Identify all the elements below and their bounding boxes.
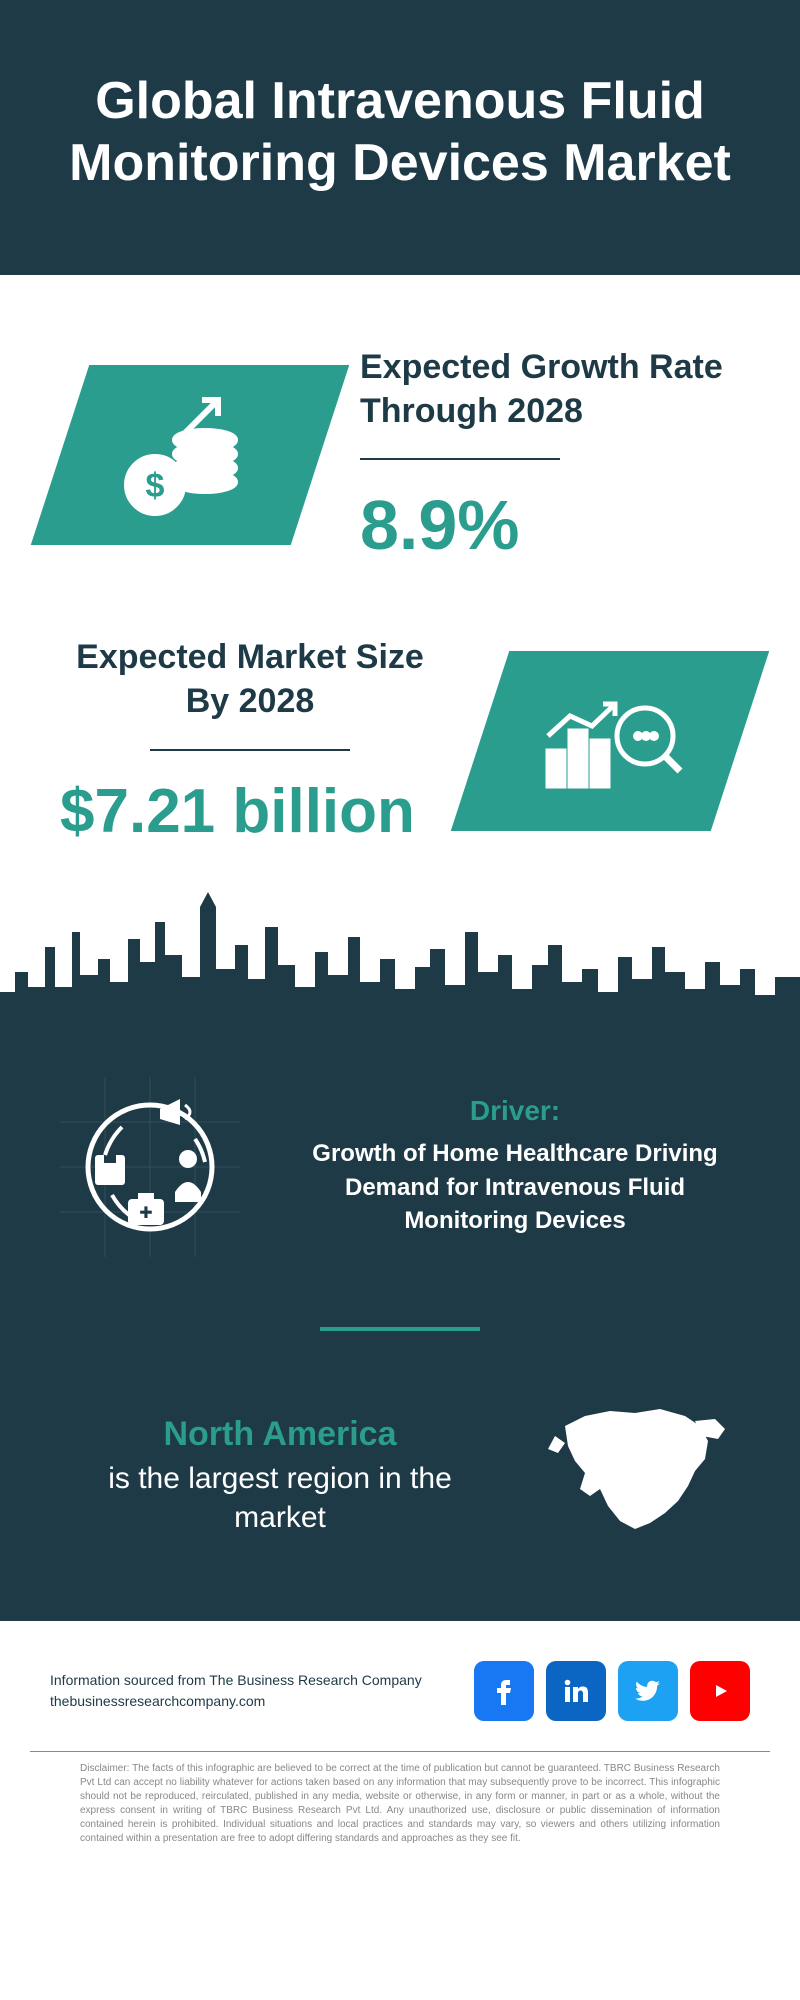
region-map — [540, 1401, 740, 1551]
skyline-graphic — [0, 877, 800, 1027]
driver-icon-box: ✚ — [60, 1077, 240, 1257]
source-text: Information sourced from The Business Re… — [50, 1670, 422, 1712]
driver-row: ✚ Driver: Growth of Home Healthcare Driv… — [60, 1077, 740, 1257]
source-line-1: Information sourced from The Business Re… — [50, 1670, 422, 1691]
divider — [360, 458, 560, 460]
footer-section: Information sourced from The Business Re… — [0, 1621, 800, 1741]
market-text-block: Expected Market Size By 2028 $7.21 billi… — [60, 635, 440, 846]
region-description: is the largest region in the market — [60, 1459, 500, 1537]
driver-description: Growth of Home Healthcare Driving Demand… — [290, 1137, 740, 1238]
market-label: Expected Market Size By 2028 — [60, 635, 440, 723]
svg-text:✚: ✚ — [139, 1205, 152, 1222]
header-section: Global Intravenous Fluid Monitoring Devi… — [0, 0, 800, 275]
growth-text-block: Expected Growth Rate Through 2028 8.9% — [360, 345, 740, 565]
driver-text: Driver: Growth of Home Healthcare Drivin… — [290, 1095, 740, 1238]
growth-section: $ Expected Growth Rate Through 2028 8.9% — [0, 275, 800, 595]
analytics-icon — [530, 676, 690, 806]
growth-label: Expected Growth Rate Through 2028 — [360, 345, 740, 433]
market-icon-box — [451, 651, 769, 831]
facebook-icon[interactable] — [474, 1661, 534, 1721]
disclaimer-section: Disclaimer: The facts of this infographi… — [30, 1751, 770, 1876]
growth-icon-box: $ — [31, 365, 349, 545]
market-value: $7.21 billion — [60, 776, 440, 847]
infographic-container: Global Intravenous Fluid Monitoring Devi… — [0, 0, 800, 1876]
disclaimer-text: Disclaimer: The facts of this infographi… — [80, 1762, 720, 1846]
market-section: Expected Market Size By 2028 $7.21 billi… — [0, 595, 800, 876]
driver-label: Driver: — [290, 1095, 740, 1127]
growth-value: 8.9% — [360, 485, 740, 565]
region-name: North America — [60, 1415, 500, 1454]
north-america-map-icon — [540, 1401, 740, 1551]
divider — [150, 749, 350, 751]
skyline-section: ✚ Driver: Growth of Home Healthcare Driv… — [0, 877, 800, 1621]
social-icons — [474, 1661, 750, 1721]
money-growth-icon: $ — [110, 390, 270, 520]
section-divider — [320, 1327, 480, 1331]
region-row: North America is the largest region in t… — [60, 1401, 740, 1551]
dark-content-section: ✚ Driver: Growth of Home Healthcare Driv… — [0, 1027, 800, 1621]
main-title: Global Intravenous Fluid Monitoring Devi… — [60, 70, 740, 195]
linkedin-icon[interactable] — [546, 1661, 606, 1721]
twitter-icon[interactable] — [618, 1661, 678, 1721]
healthcare-circle-icon: ✚ — [60, 1077, 240, 1257]
source-line-2: thebusinessresearchcompany.com — [50, 1691, 422, 1712]
svg-text:$: $ — [146, 467, 165, 505]
region-text: North America is the largest region in t… — [60, 1415, 500, 1537]
youtube-icon[interactable] — [690, 1661, 750, 1721]
